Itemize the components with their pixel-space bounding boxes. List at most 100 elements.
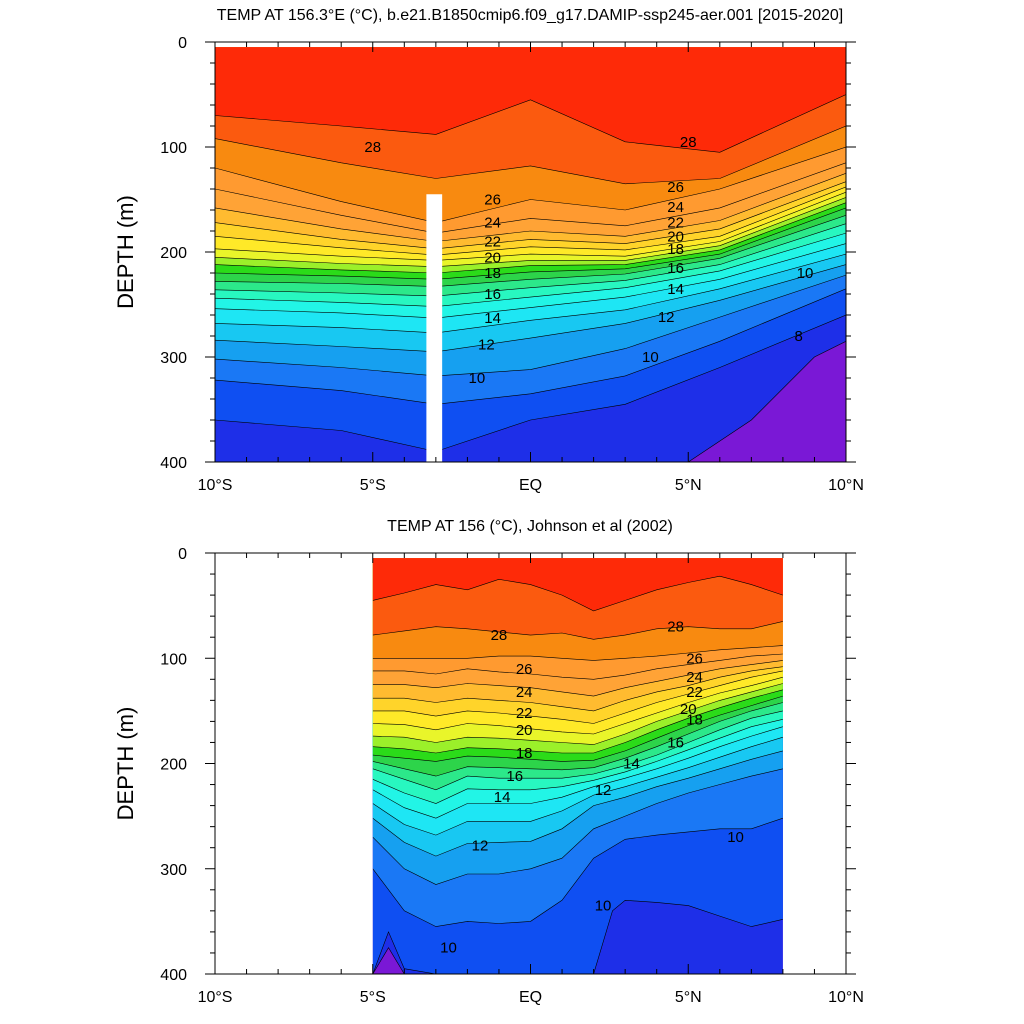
y-tick-label: 0 bbox=[178, 35, 187, 52]
isotherm-18 bbox=[215, 207, 846, 280]
contour-label: 26 bbox=[686, 650, 703, 667]
isotherm-13 bbox=[372, 736, 783, 836]
contour-field bbox=[215, 47, 846, 462]
contour-label: 24 bbox=[686, 669, 703, 686]
x-tick-label: 5°N bbox=[675, 989, 702, 1006]
isotherm-13 bbox=[215, 253, 846, 334]
band-28 bbox=[372, 558, 783, 611]
panel-model: 28 28262624242222202018181616141412121010… bbox=[113, 7, 864, 494]
isotherm-21 bbox=[372, 676, 783, 735]
contour-label: 10 bbox=[595, 898, 612, 915]
contour-label: 14 bbox=[623, 756, 640, 773]
isotherm-20 bbox=[372, 683, 783, 745]
contour-label: 24 bbox=[516, 684, 533, 701]
isotherm-22 bbox=[372, 670, 783, 724]
contour-label: 18 bbox=[484, 265, 501, 282]
x-tick-label: 10°S bbox=[198, 477, 233, 494]
contour-label: 12 bbox=[472, 838, 489, 855]
isotherm-17 bbox=[372, 702, 783, 777]
contour-label: 10 bbox=[642, 349, 659, 366]
x-tick-label: EQ bbox=[519, 989, 542, 1006]
contour-label: 10 bbox=[727, 829, 744, 846]
y-tick-label: 100 bbox=[160, 651, 187, 668]
contour-label: 28 bbox=[491, 627, 508, 644]
isotherm-20 bbox=[215, 197, 846, 268]
contour-label: 20 bbox=[484, 249, 501, 266]
isotherm-16 bbox=[215, 223, 846, 297]
y-tick-label: 100 bbox=[160, 140, 187, 157]
contour-label: 18 bbox=[667, 241, 684, 258]
contour-label: 10 bbox=[469, 370, 486, 387]
isotherm-14 bbox=[215, 243, 846, 319]
contour-label: 20 bbox=[667, 228, 684, 245]
isotherm-11 bbox=[372, 768, 783, 885]
y-axis-label: DEPTH (m) bbox=[113, 707, 138, 821]
isotherm-25 bbox=[372, 653, 783, 680]
contour-label: 18 bbox=[516, 745, 533, 762]
contour-label: 20 bbox=[680, 701, 697, 718]
contour-label: 26 bbox=[484, 192, 501, 209]
contour-label: 28 bbox=[364, 139, 381, 156]
contour-label: 16 bbox=[667, 260, 684, 277]
isotherm-11 bbox=[215, 274, 846, 377]
isotherm-18 bbox=[372, 695, 783, 762]
isotherm-27 bbox=[372, 621, 783, 640]
y-tick-label: 0 bbox=[178, 546, 187, 563]
contour-label: 22 bbox=[686, 684, 703, 701]
isotherm-28 bbox=[372, 575, 783, 612]
contour-label: 10 bbox=[797, 265, 814, 282]
y-tick-label: 200 bbox=[160, 757, 187, 774]
contour-label: 8 bbox=[795, 328, 803, 345]
contour-label: 10 bbox=[440, 940, 457, 957]
contour-label: 22 bbox=[667, 215, 684, 232]
isotherm-19 bbox=[215, 202, 846, 274]
x-tick-label: 10°N bbox=[828, 989, 864, 1006]
y-tick-label: 400 bbox=[160, 455, 187, 472]
isotherm-9 bbox=[372, 899, 783, 974]
isotherm-28 bbox=[215, 94, 846, 153]
isotherm-14 bbox=[372, 726, 783, 819]
contour-label: 28 bbox=[667, 619, 684, 636]
contour-label: 12 bbox=[595, 782, 612, 799]
contour-label: 20 bbox=[516, 722, 533, 739]
contour-label: 28 bbox=[680, 134, 697, 151]
x-tick-label: 5°S bbox=[360, 989, 386, 1006]
isotherm-8 bbox=[215, 341, 846, 462]
isotherm-9 bbox=[215, 314, 846, 452]
contour-label: 12 bbox=[658, 309, 675, 326]
contour-label: 16 bbox=[506, 768, 523, 785]
contour-label: 22 bbox=[516, 705, 533, 722]
chart-title: TEMP AT 156 (°C), Johnson et al (2002) bbox=[387, 518, 673, 535]
contour-label: 26 bbox=[667, 179, 684, 196]
x-tick-label: 5°N bbox=[675, 477, 702, 494]
axis-ticks: 10°S 5°S EQ 5°N 10°N 0 100 200 300 400 bbox=[160, 546, 864, 1006]
y-tick-label: 300 bbox=[160, 862, 187, 879]
axis-ticks: 10°S 5°S EQ 5°N 10°N 0 100 200 300 400 bbox=[160, 35, 864, 494]
y-axis-label: DEPTH (m) bbox=[113, 195, 138, 309]
contour-label: 14 bbox=[494, 789, 511, 806]
contour-label: 18 bbox=[686, 711, 703, 728]
isotherm-8 bbox=[372, 947, 783, 974]
isotherm-24 bbox=[215, 173, 846, 242]
isotherm-10 bbox=[215, 288, 846, 405]
chart-title: TEMP AT 156.3°E (°C), b.e21.B1850cmip6.f… bbox=[217, 7, 844, 24]
isotherm-21 bbox=[215, 191, 846, 261]
isotherm-15 bbox=[215, 232, 846, 307]
isotherm-16 bbox=[372, 710, 783, 791]
band-29 bbox=[372, 558, 783, 559]
x-tick-label: 10°S bbox=[198, 989, 233, 1006]
isotherm-12 bbox=[215, 264, 846, 353]
y-tick-label: 400 bbox=[160, 967, 187, 984]
isotherm-22 bbox=[215, 186, 846, 256]
isotherm-15 bbox=[372, 719, 783, 804]
contour-label: 16 bbox=[484, 286, 501, 303]
y-tick-label: 200 bbox=[160, 245, 187, 262]
isotherm-26 bbox=[372, 645, 783, 661]
isotherm-19 bbox=[372, 689, 783, 754]
x-tick-label: EQ bbox=[519, 477, 542, 494]
contour-label: 14 bbox=[667, 281, 684, 298]
isotherm-12 bbox=[372, 750, 783, 857]
